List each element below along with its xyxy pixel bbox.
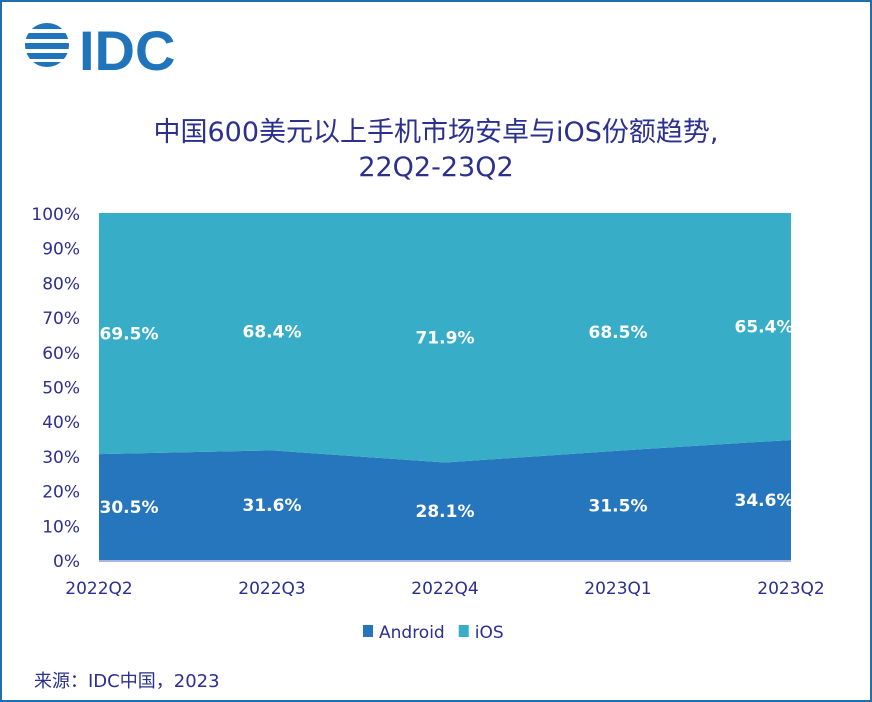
x-tick-label: 2022Q2 <box>65 579 132 599</box>
data-label: 65.4% <box>735 317 794 337</box>
chart-title: 中国600美元以上手机市场安卓与iOS份额趋势, <box>153 117 719 148</box>
y-tick-label: 20% <box>42 483 80 503</box>
area-android <box>99 439 791 560</box>
data-label: 28.1% <box>416 502 475 522</box>
y-tick-label: 80% <box>42 274 80 294</box>
legend-label-android: Android <box>379 623 445 643</box>
data-label: 30.5% <box>100 498 159 518</box>
legend-label-ios: iOS <box>475 623 504 643</box>
y-tick-label: 70% <box>42 309 80 329</box>
x-tick-label: 2022Q4 <box>411 579 478 599</box>
data-label: 34.6% <box>735 491 794 511</box>
svg-text:IDC: IDC <box>79 19 175 82</box>
y-tick-label: 40% <box>42 413 80 433</box>
data-label: 68.5% <box>589 323 648 343</box>
legend-swatch-android <box>363 625 373 637</box>
y-tick-label: 90% <box>42 240 80 260</box>
data-label: 31.6% <box>243 496 302 516</box>
x-tick-label: 2022Q3 <box>238 579 305 599</box>
y-tick-label: 30% <box>42 448 80 468</box>
source-note: 来源：IDC中国，2023 <box>34 671 220 692</box>
idc-logo: IDC <box>25 19 175 82</box>
area-ios <box>99 213 791 463</box>
x-tick-label: 2023Q2 <box>757 579 824 599</box>
data-label: 31.5% <box>589 496 648 516</box>
y-tick-label: 10% <box>42 517 80 537</box>
chart-subtitle: 22Q2-23Q2 <box>358 152 514 183</box>
data-label: 69.5% <box>100 325 159 345</box>
y-tick-label: 100% <box>31 205 80 225</box>
y-tick-label: 50% <box>42 379 80 399</box>
y-tick-label: 60% <box>42 344 80 364</box>
data-label: 68.4% <box>243 323 302 343</box>
data-label: 71.9% <box>416 329 475 349</box>
x-tick-label: 2023Q1 <box>584 579 651 599</box>
y-tick-label: 0% <box>53 552 80 572</box>
legend-swatch-ios <box>458 625 469 637</box>
